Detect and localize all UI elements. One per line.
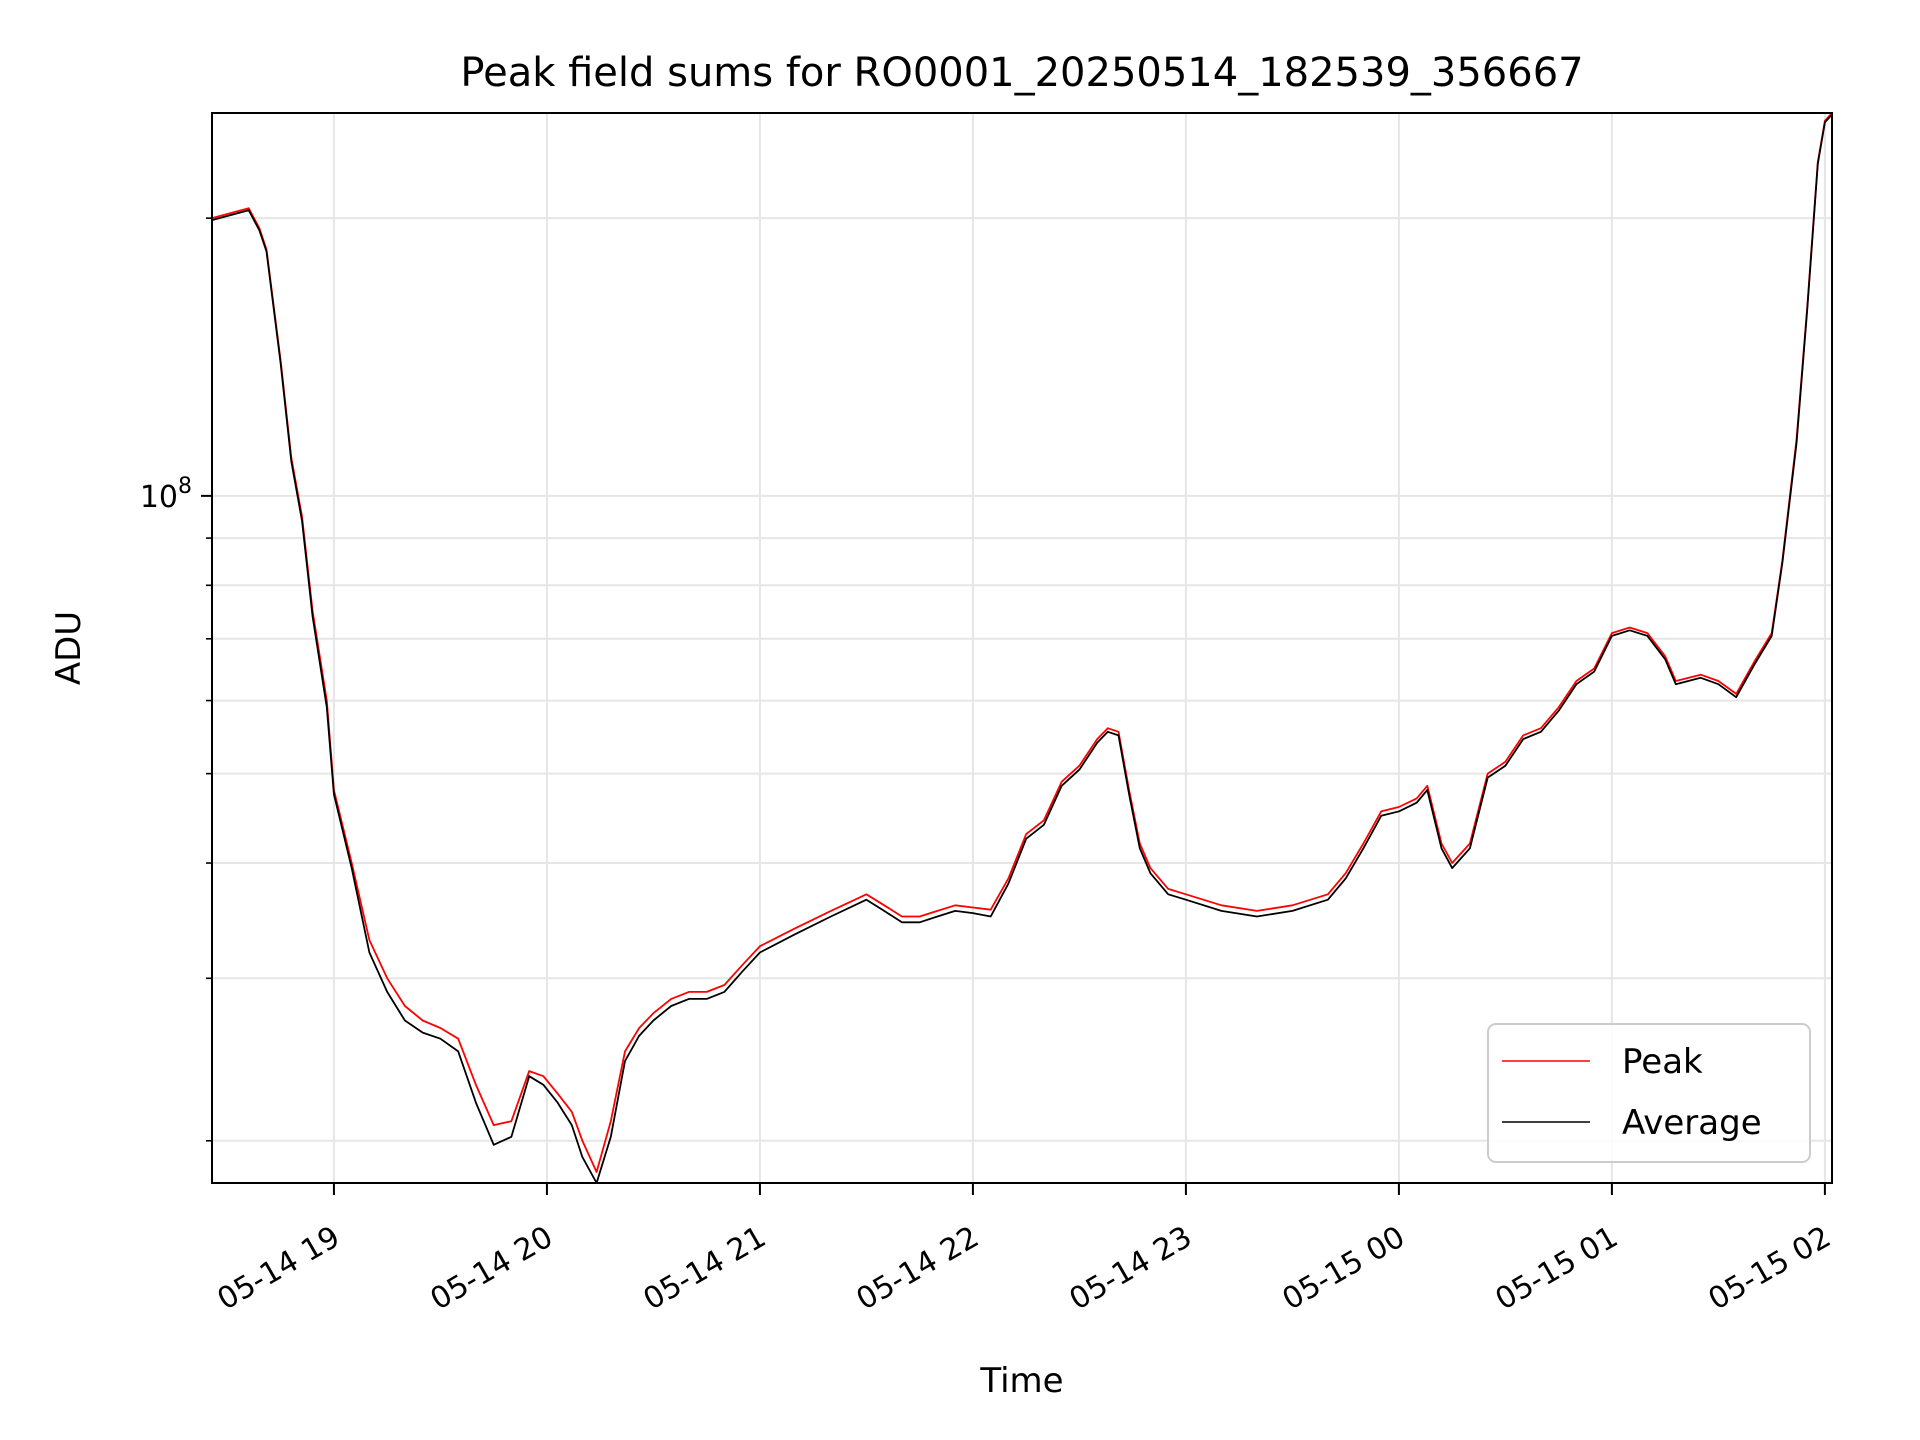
y-tick-label: 108 <box>140 474 192 515</box>
plot-frame <box>211 112 1833 1184</box>
series-layer <box>211 112 1833 1184</box>
y-axis-label: ADU <box>49 611 89 685</box>
legend-label-average: Average <box>1622 1103 1762 1143</box>
x-axis-label: Time <box>979 1361 1063 1401</box>
legend-box <box>1487 1023 1811 1163</box>
legend: Peak Average <box>1487 1023 1811 1163</box>
chart-title: Peak field sums for RO0001_20250514_1825… <box>460 50 1583 96</box>
series-line-peak <box>211 112 1833 1173</box>
legend-label-peak: Peak <box>1622 1042 1703 1082</box>
grid-layer <box>212 113 1832 1183</box>
series-line-average <box>211 113 1833 1184</box>
